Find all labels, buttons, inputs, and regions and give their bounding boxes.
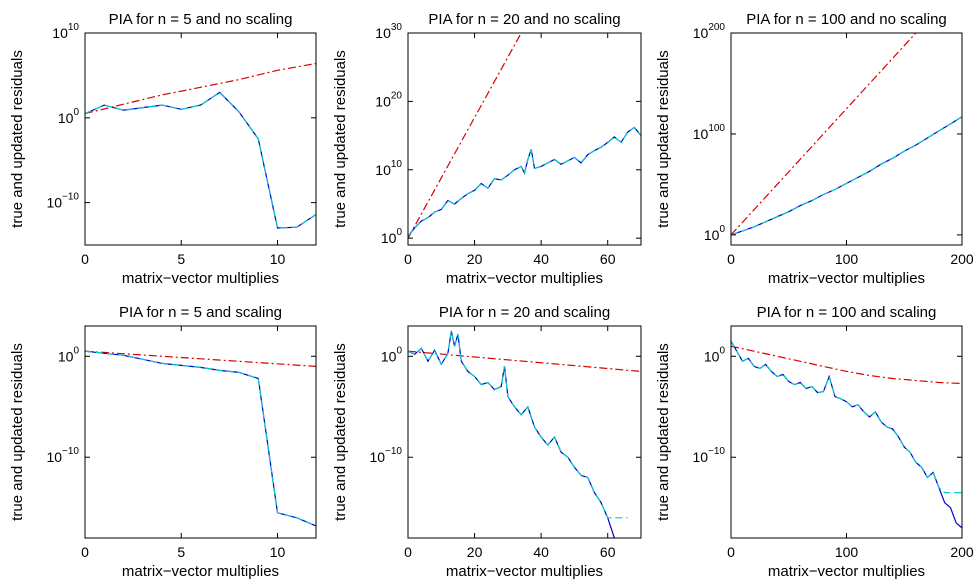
axes-frame bbox=[730, 32, 963, 246]
x-tick-label: 0 bbox=[81, 544, 89, 560]
x-tick-label: 200 bbox=[950, 251, 974, 267]
plot-title: PIA for n = 20 and no scaling bbox=[428, 11, 620, 28]
x-tick-label: 40 bbox=[533, 544, 549, 560]
subplot-6: 0 100 200 100 10−10 PIA for n = 100 and scali… bbox=[655, 304, 974, 580]
axes-frame bbox=[84, 325, 317, 539]
axes-frame bbox=[407, 325, 642, 539]
y-axis-label: true and updated residuals bbox=[332, 50, 349, 228]
x-axis-label: matrix−vector multiplies bbox=[122, 563, 279, 580]
axes-frame bbox=[407, 32, 642, 246]
y-tick-label: 1030 bbox=[375, 22, 402, 41]
y-tick-label: 100 bbox=[704, 224, 726, 243]
x-tick-label: 10 bbox=[270, 544, 286, 560]
series-true-line bbox=[731, 116, 962, 236]
series-bound-line bbox=[731, 33, 917, 236]
x-tick-label: 10 bbox=[270, 251, 286, 267]
subplot-5: 0 20 40 60 100 10−10 PIA for n = 20 and scalin… bbox=[332, 304, 642, 580]
y-tick-label: 100 bbox=[58, 107, 80, 126]
axes-frame bbox=[84, 32, 317, 246]
y-tick-label: 10−10 bbox=[369, 446, 402, 465]
series-true-line bbox=[408, 330, 615, 538]
x-tick-label: 40 bbox=[533, 251, 549, 267]
x-tick-label: 100 bbox=[835, 251, 859, 267]
series-true-line bbox=[85, 91, 316, 229]
y-tick-label: 10−10 bbox=[46, 446, 79, 465]
y-tick-label: 10200 bbox=[693, 22, 726, 41]
y-tick-label: 100 bbox=[704, 345, 726, 364]
series-true-line bbox=[85, 350, 316, 527]
y-tick-label: 10100 bbox=[693, 123, 726, 142]
y-tick-label: 10−10 bbox=[46, 192, 79, 211]
y-tick-label: 1020 bbox=[375, 90, 402, 109]
y-tick-label: 10−10 bbox=[692, 446, 725, 465]
x-tick-label: 0 bbox=[81, 251, 89, 267]
x-axis-label: matrix−vector multiplies bbox=[122, 270, 279, 287]
y-axis-label: true and updated residuals bbox=[9, 50, 26, 228]
series-true-line bbox=[408, 126, 641, 237]
x-tick-label: 200 bbox=[950, 544, 974, 560]
y-axis-label: true and updated residuals bbox=[9, 343, 26, 521]
series-true-line bbox=[731, 340, 962, 529]
x-axis-label: matrix−vector multiplies bbox=[446, 563, 603, 580]
y-tick-label: 100 bbox=[58, 345, 80, 364]
y-axis-label: true and updated residuals bbox=[655, 343, 672, 521]
plot-title: PIA for n = 100 and scaling bbox=[757, 304, 937, 321]
series-bound-line bbox=[731, 345, 962, 385]
plot-title: PIA for n = 20 and scaling bbox=[439, 304, 610, 321]
x-axis-label: matrix−vector multiplies bbox=[768, 270, 925, 287]
x-tick-label: 20 bbox=[467, 544, 483, 560]
x-tick-label: 0 bbox=[727, 544, 735, 560]
x-axis-label: matrix−vector multiplies bbox=[446, 270, 603, 287]
series-updated-line bbox=[85, 350, 316, 527]
x-tick-label: 20 bbox=[467, 251, 483, 267]
series-updated-line bbox=[408, 126, 641, 237]
y-tick-label: 1010 bbox=[375, 159, 402, 178]
subplot-2: 0 20 40 60 1030 1020 1010 100 PIA for n = 20 and… bbox=[332, 11, 642, 287]
x-tick-label: 0 bbox=[404, 251, 412, 267]
x-tick-label: 0 bbox=[404, 544, 412, 560]
series-updated-line bbox=[408, 330, 628, 519]
series-updated-line bbox=[731, 116, 962, 236]
y-tick-label: 1010 bbox=[52, 22, 79, 41]
series-updated-line bbox=[85, 91, 316, 229]
subplot-4: 0 5 10 100 10−10 PIA for n = 5 and scaling mat… bbox=[9, 304, 317, 580]
y-tick-label: 100 bbox=[381, 345, 403, 364]
plot-title: PIA for n = 100 and no scaling bbox=[746, 11, 947, 28]
x-tick-label: 5 bbox=[177, 251, 185, 267]
x-tick-label: 0 bbox=[727, 251, 735, 267]
y-tick-label: 100 bbox=[381, 227, 403, 246]
x-axis-label: matrix−vector multiplies bbox=[768, 563, 925, 580]
y-axis-label: true and updated residuals bbox=[655, 50, 672, 228]
plot-title: PIA for n = 5 and scaling bbox=[119, 304, 282, 321]
axes-frame bbox=[730, 325, 963, 539]
x-tick-label: 60 bbox=[600, 544, 616, 560]
series-bound-line bbox=[85, 350, 316, 367]
x-tick-label: 100 bbox=[835, 544, 859, 560]
y-axis-label: true and updated residuals bbox=[332, 343, 349, 521]
x-tick-label: 60 bbox=[600, 251, 616, 267]
series-bound-line bbox=[85, 62, 316, 115]
series-bound-line bbox=[408, 33, 522, 239]
series-updated-line bbox=[731, 340, 962, 494]
plot-title: PIA for n = 5 and no scaling bbox=[109, 11, 293, 28]
x-tick-label: 5 bbox=[177, 544, 185, 560]
